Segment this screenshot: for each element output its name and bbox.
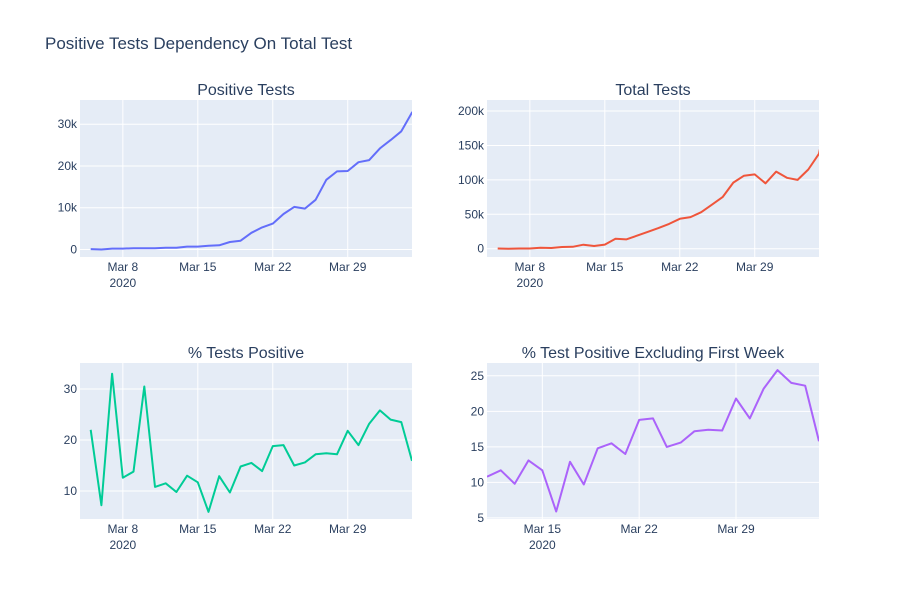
y-tick-label: 20 xyxy=(471,404,485,418)
x-tick-label: Mar 29 xyxy=(329,522,367,536)
y-tick-label: 30k xyxy=(58,117,78,131)
x-tick-label: Mar 15 xyxy=(586,260,624,274)
x-tick-label: Mar 8 xyxy=(107,522,138,536)
y-tick-label: 20 xyxy=(64,433,78,447)
subplot-pct-tests-positive: 10 20 30 Mar 8 2020 Mar 15 Mar 22 Mar 29 % Tests… xyxy=(64,345,412,552)
subplot-pct-positive-excl-first-week: 5 10 15 20 25 Mar 15 2020 Mar 22 Mar 29 % Test Po… xyxy=(471,345,819,552)
y-tick-label: 0 xyxy=(70,242,77,256)
plot-area xyxy=(80,100,412,257)
y-tick-label: 25 xyxy=(471,369,485,383)
y-tick-label: 5 xyxy=(477,511,484,525)
x-tick-label: Mar 22 xyxy=(661,260,699,274)
series-line xyxy=(497,148,819,250)
subplot-title: Positive Tests xyxy=(197,82,295,99)
x-tick-year-label: 2020 xyxy=(109,538,136,552)
x-tick-label: Mar 15 xyxy=(179,522,217,536)
y-tick-label: 10 xyxy=(471,475,485,489)
y-tick-label: 50k xyxy=(465,207,485,221)
x-tick-label: Mar 8 xyxy=(107,260,138,274)
y-tick-label: 15 xyxy=(471,440,485,454)
y-tick-label: 200k xyxy=(458,104,485,118)
y-tick-label: 0 xyxy=(477,242,484,256)
plot-area xyxy=(487,363,819,519)
y-tick-label: 10 xyxy=(64,484,78,498)
x-tick-label: Mar 22 xyxy=(620,522,658,536)
series-line xyxy=(89,372,412,513)
x-tick-label: Mar 15 xyxy=(179,260,217,274)
x-tick-label: Mar 29 xyxy=(717,522,755,536)
y-tick-label: 100k xyxy=(458,173,485,187)
y-tick-label: 10k xyxy=(58,201,78,215)
x-tick-label: Mar 29 xyxy=(736,260,774,274)
x-tick-label: Mar 15 xyxy=(524,522,562,536)
x-tick-year-label: 2020 xyxy=(529,538,556,552)
y-tick-label: 20k xyxy=(58,159,78,173)
x-tick-label: Mar 22 xyxy=(254,522,292,536)
series-line xyxy=(487,369,819,513)
subplot-title: Total Tests xyxy=(615,82,690,99)
series-line xyxy=(90,111,412,251)
y-tick-label: 150k xyxy=(458,138,485,152)
x-tick-year-label: 2020 xyxy=(516,276,543,290)
figure-title: Positive Tests Dependency On Total Test xyxy=(45,34,353,53)
subplot-title: % Test Positive Excluding First Week xyxy=(522,345,786,362)
subplot-positive-tests: 0 10k 20k 30k Mar 8 2020 Mar 15 Mar 22 Mar 29 Pos… xyxy=(58,82,412,290)
subplot-title: % Tests Positive xyxy=(188,345,304,362)
x-tick-label: Mar 29 xyxy=(329,260,367,274)
subplot-total-tests: 0 50k 100k 150k 200k Mar 8 2020 Mar 15 Mar 22 Mar… xyxy=(458,82,819,290)
x-tick-label: Mar 22 xyxy=(254,260,292,274)
x-tick-label: Mar 8 xyxy=(514,260,545,274)
x-tick-year-label: 2020 xyxy=(109,276,136,290)
plot-area xyxy=(80,363,412,519)
y-tick-label: 30 xyxy=(64,382,78,396)
